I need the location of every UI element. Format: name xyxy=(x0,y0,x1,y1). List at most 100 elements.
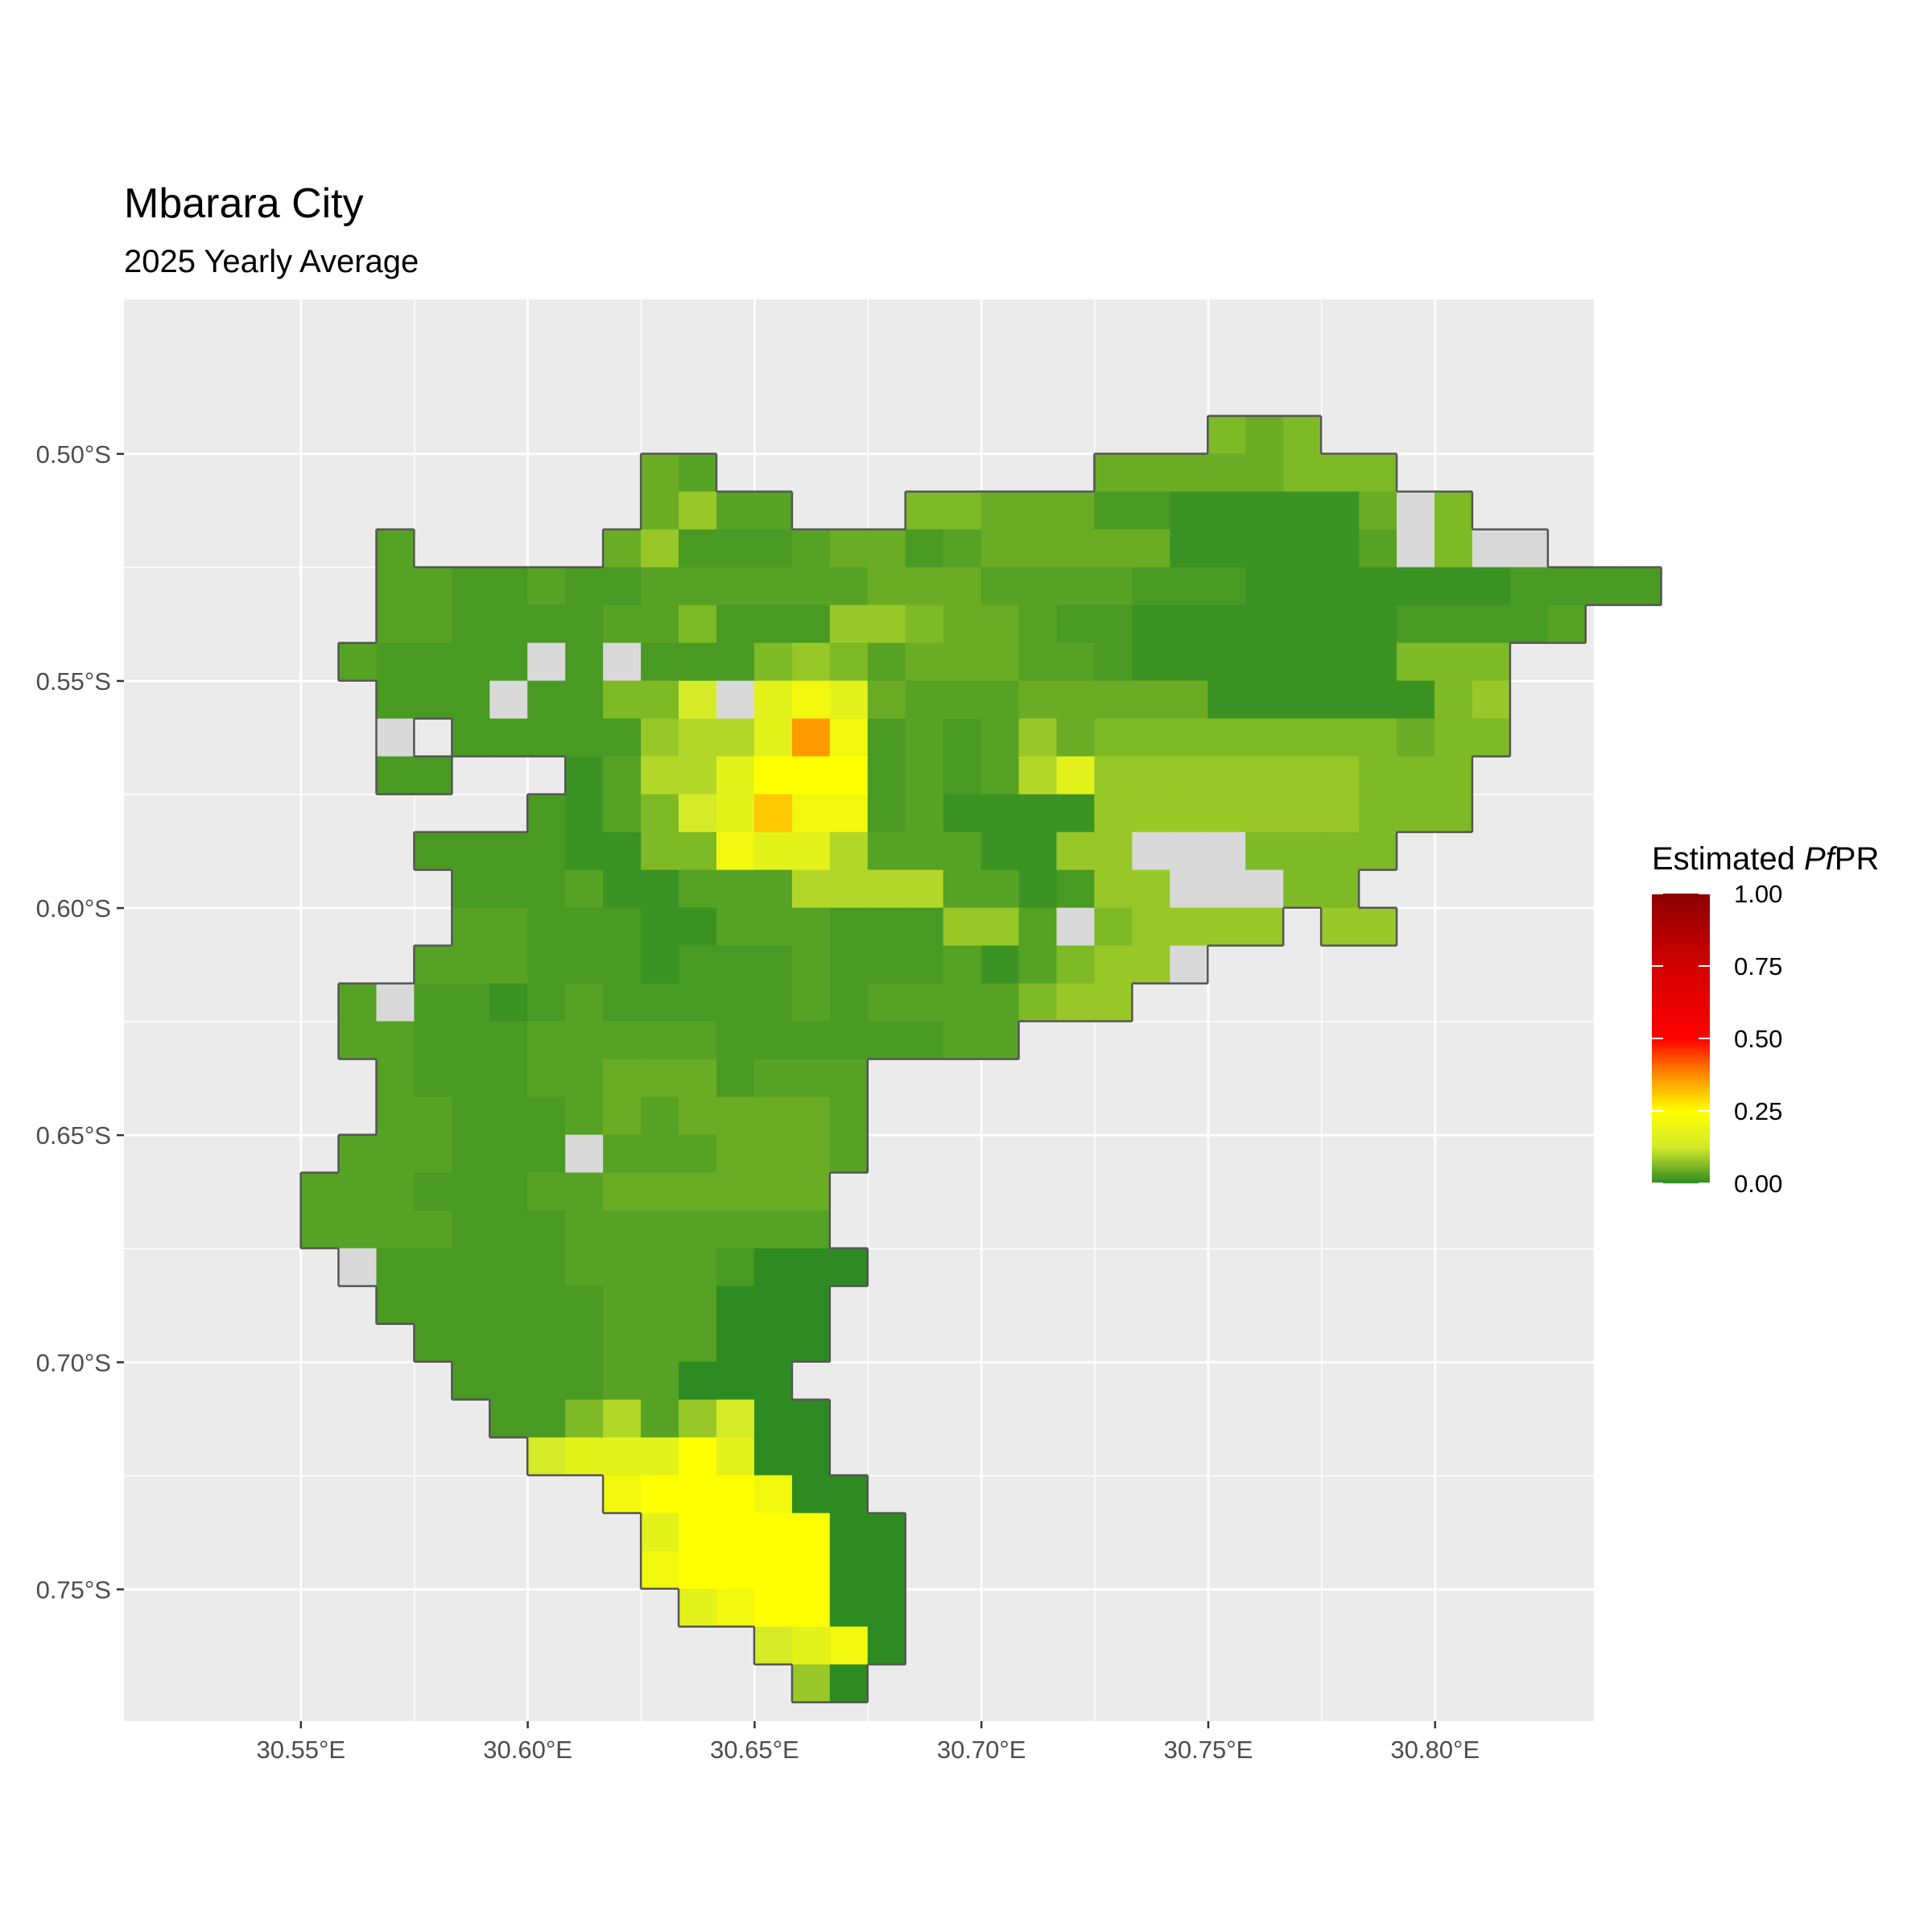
raster-cell xyxy=(1359,642,1397,682)
raster-cell xyxy=(1018,756,1057,795)
raster-cell xyxy=(1208,794,1246,833)
raster-cell xyxy=(338,1134,377,1174)
raster-cell xyxy=(791,869,831,909)
raster-cell xyxy=(376,1286,415,1325)
raster-cell xyxy=(867,945,906,985)
raster-cell xyxy=(716,869,755,909)
raster-cell xyxy=(1208,756,1246,795)
raster-cell xyxy=(1094,869,1133,909)
raster-cell xyxy=(376,1134,415,1174)
raster-cell xyxy=(1170,491,1208,530)
raster-cell xyxy=(376,567,415,606)
raster-cell xyxy=(867,567,906,606)
raster-cell xyxy=(980,869,1020,909)
raster-cell xyxy=(753,1588,793,1628)
raster-cell xyxy=(1132,567,1170,606)
raster-cell xyxy=(1208,529,1246,568)
raster-cell xyxy=(1397,756,1435,795)
raster-cell xyxy=(791,642,831,682)
raster-cell xyxy=(1170,680,1208,720)
raster-cell xyxy=(1283,453,1322,493)
raster-cell xyxy=(603,1096,642,1136)
raster-cell xyxy=(829,1248,869,1287)
pfpr-raster xyxy=(300,415,1662,1703)
raster-cell xyxy=(641,1021,679,1060)
raster-cell xyxy=(943,907,982,947)
raster-cell xyxy=(867,718,906,758)
raster-cell xyxy=(1094,680,1133,720)
raster-cell xyxy=(641,605,679,644)
raster-cell xyxy=(1170,794,1208,833)
raster-cell xyxy=(679,1323,717,1363)
raster-cell xyxy=(641,832,679,871)
raster-cell xyxy=(753,1059,793,1098)
raster-cell xyxy=(1208,605,1246,644)
raster-cell xyxy=(1094,491,1133,530)
raster-cell xyxy=(1018,869,1057,909)
raster-cell xyxy=(716,945,755,985)
raster-cell xyxy=(603,832,642,871)
raster-cell xyxy=(489,1323,528,1363)
raster-cell xyxy=(716,756,755,795)
raster-cell xyxy=(1283,415,1322,455)
raster-cell xyxy=(1321,907,1360,947)
raster-cell xyxy=(603,529,642,568)
raster-cell xyxy=(980,1021,1020,1060)
raster-cell xyxy=(753,832,793,871)
raster-cell xyxy=(753,529,793,568)
raster-cell xyxy=(1359,453,1397,493)
raster-cell xyxy=(753,1134,793,1174)
raster-cell xyxy=(527,642,566,682)
legend-tick-label: 0.25 xyxy=(1734,1097,1782,1125)
raster-cell xyxy=(791,1323,831,1363)
raster-cell xyxy=(1359,529,1397,568)
raster-cell xyxy=(1208,453,1246,493)
raster-cell xyxy=(791,832,831,871)
raster-cell xyxy=(1435,529,1473,568)
raster-cell xyxy=(1245,415,1284,455)
city-boundary-outline xyxy=(299,415,1662,1703)
raster-cell xyxy=(565,1286,604,1325)
raster-cell xyxy=(565,1021,604,1060)
raster-cell xyxy=(300,1210,340,1249)
raster-cell xyxy=(1094,832,1133,871)
y-tick-label: 0.55°S xyxy=(36,667,111,696)
raster-cell xyxy=(791,1475,831,1514)
raster-cell xyxy=(641,794,679,833)
raster-cell xyxy=(338,983,377,1022)
raster-cell xyxy=(565,1248,604,1287)
raster-cell xyxy=(1094,605,1133,644)
raster-cell xyxy=(1094,529,1133,568)
raster-cell xyxy=(1321,680,1360,720)
raster-cell xyxy=(376,642,415,682)
y-tick-label: 0.70°S xyxy=(36,1348,111,1377)
raster-cell xyxy=(1359,680,1397,720)
y-tick-label: 0.65°S xyxy=(36,1121,111,1150)
raster-cell xyxy=(1245,605,1284,644)
raster-cell xyxy=(603,1210,642,1249)
raster-cell xyxy=(791,756,831,795)
raster-cell xyxy=(603,1437,642,1476)
raster-cell xyxy=(414,832,452,871)
raster-cell xyxy=(603,945,642,985)
raster-cell xyxy=(753,567,793,606)
raster-cell xyxy=(641,1248,679,1287)
x-tick-label: 30.65°E xyxy=(710,1736,799,1764)
raster-cell xyxy=(753,869,793,909)
raster-cell xyxy=(603,642,642,682)
raster-cell xyxy=(641,1437,679,1476)
raster-cell xyxy=(943,529,982,568)
raster-cell xyxy=(565,1210,604,1249)
raster-cell xyxy=(1321,453,1360,493)
raster-cell xyxy=(1208,567,1246,606)
raster-cell xyxy=(1283,680,1322,720)
raster-cell xyxy=(753,1021,793,1060)
raster-cell xyxy=(829,1664,869,1703)
raster-cell xyxy=(943,945,982,985)
raster-cell xyxy=(753,945,793,985)
raster-cell xyxy=(641,453,679,493)
raster-cell xyxy=(679,832,717,871)
raster-cell xyxy=(1283,567,1322,606)
raster-cell xyxy=(603,1134,642,1174)
raster-cell xyxy=(527,983,566,1022)
